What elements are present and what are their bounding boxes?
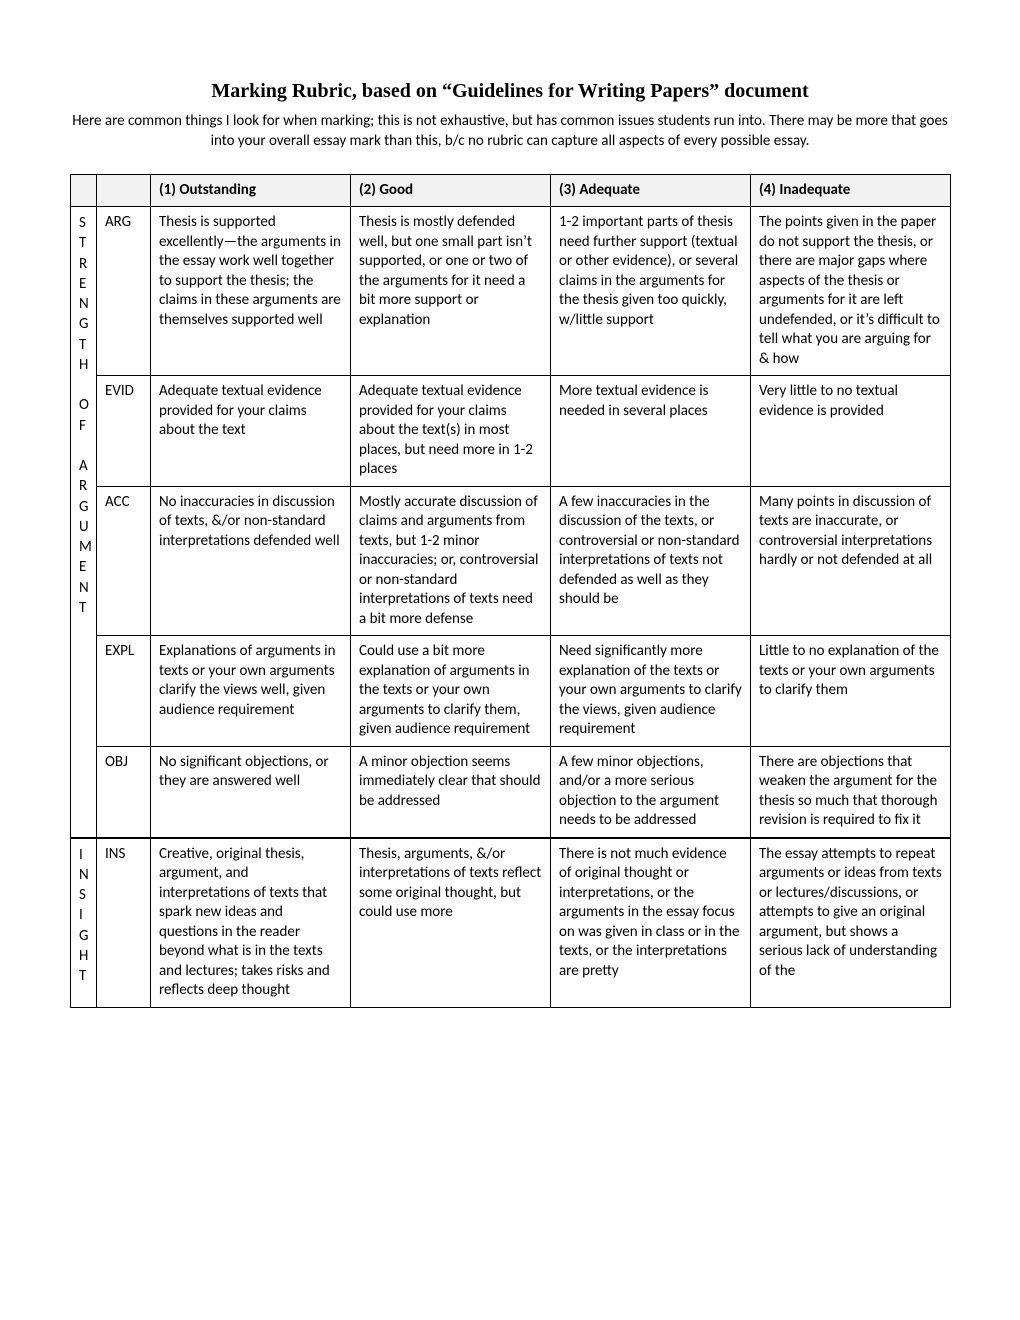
rubric-cell: Very little to no textual evidence is pr… — [751, 376, 951, 487]
rubric-cell: A few minor objections, and/or a more se… — [551, 746, 751, 838]
rubric-cell: Creative, original thesis, argument, and… — [151, 838, 351, 1008]
rubric-cell: No significant objections, or they are a… — [151, 746, 351, 838]
criterion-code: EVID — [97, 376, 151, 487]
category-label: S T R E N G T H O F A R G U M E N T — [71, 207, 97, 838]
table-header-row: (1) Outstanding (2) Good (3) Adequate (4… — [71, 174, 951, 207]
header-blank-code — [97, 174, 151, 207]
rubric-cell: 1-2 important parts of thesis need furth… — [551, 207, 751, 376]
header-good: (2) Good — [351, 174, 551, 207]
rubric-cell: Adequate textual evidence provided for y… — [151, 376, 351, 487]
header-adequate: (3) Adequate — [551, 174, 751, 207]
criterion-code: INS — [97, 838, 151, 1008]
header-blank-category — [71, 174, 97, 207]
rubric-body: S T R E N G T H O F A R G U M E N TARGTh… — [71, 207, 951, 1008]
rubric-cell: Thesis, arguments, &/or interpretations … — [351, 838, 551, 1008]
criterion-code: ACC — [97, 486, 151, 636]
category-label: I N S I G H T — [71, 838, 97, 1008]
rubric-cell: There are objections that weaken the arg… — [751, 746, 951, 838]
rubric-cell: No inaccuracies in discussion of texts, … — [151, 486, 351, 636]
rubric-cell: There is not much evidence of original t… — [551, 838, 751, 1008]
table-row: S T R E N G T H O F A R G U M E N TARGTh… — [71, 207, 951, 376]
rubric-cell: Little to no explanation of the texts or… — [751, 636, 951, 747]
header-outstanding: (1) Outstanding — [151, 174, 351, 207]
rubric-cell: More textual evidence is needed in sever… — [551, 376, 751, 487]
table-row: EXPLExplanations of arguments in texts o… — [71, 636, 951, 747]
header-inadequate: (4) Inadequate — [751, 174, 951, 207]
rubric-cell: A minor objection seems immediately clea… — [351, 746, 551, 838]
page-title: Marking Rubric, based on “Guidelines for… — [70, 80, 950, 103]
rubric-cell: Need significantly more explanation of t… — [551, 636, 751, 747]
rubric-cell: Adequate textual evidence provided for y… — [351, 376, 551, 487]
rubric-table: (1) Outstanding (2) Good (3) Adequate (4… — [70, 174, 951, 1008]
rubric-cell: Mostly accurate discussion of claims and… — [351, 486, 551, 636]
rubric-cell: Explanations of arguments in texts or yo… — [151, 636, 351, 747]
table-row: OBJNo significant objections, or they ar… — [71, 746, 951, 838]
rubric-cell: Thesis is mostly defended well, but one … — [351, 207, 551, 376]
intro-paragraph: Here are common things I look for when m… — [70, 111, 950, 152]
rubric-cell: Could use a bit more explanation of argu… — [351, 636, 551, 747]
table-row: EVIDAdequate textual evidence provided f… — [71, 376, 951, 487]
rubric-cell: Many points in discussion of texts are i… — [751, 486, 951, 636]
rubric-cell: The essay attempts to repeat arguments o… — [751, 838, 951, 1008]
table-row: I N S I G H TINSCreative, original thesi… — [71, 838, 951, 1008]
table-row: ACCNo inaccuracies in discussion of text… — [71, 486, 951, 636]
criterion-code: OBJ — [97, 746, 151, 838]
rubric-cell: Thesis is supported excellently—the argu… — [151, 207, 351, 376]
criterion-code: ARG — [97, 207, 151, 376]
criterion-code: EXPL — [97, 636, 151, 747]
rubric-cell: A few inaccuracies in the discussion of … — [551, 486, 751, 636]
rubric-cell: The points given in the paper do not sup… — [751, 207, 951, 376]
